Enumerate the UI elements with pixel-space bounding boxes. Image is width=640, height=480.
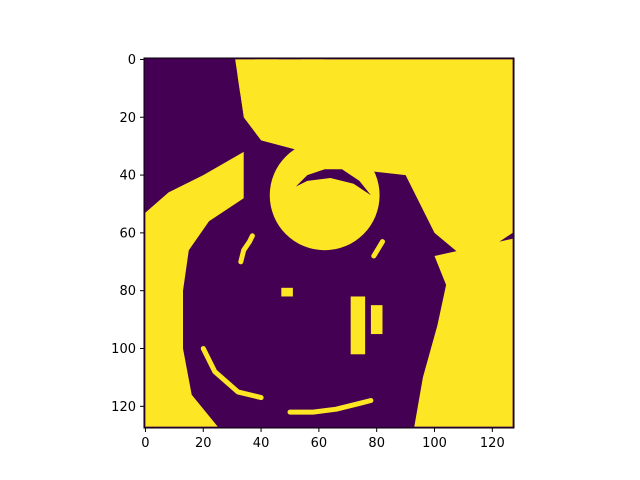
x-tick-label: 20 (195, 436, 212, 451)
heatmap-feature-value-1 (281, 287, 293, 297)
y-tick-label: 80 (119, 284, 136, 299)
heatmap-region-value-1 (414, 238, 513, 427)
heatmap-region-value-1 (235, 59, 513, 262)
heatmap-feature-value-1 (200, 346, 264, 401)
x-tick-label: 60 (311, 436, 328, 451)
y-tick-label: 20 (119, 111, 136, 126)
x-tick-label: 80 (368, 436, 385, 451)
y-tick-label: 100 (111, 342, 136, 357)
x-axis: 0 20 40 60 80 100 120 (141, 428, 505, 451)
heatmap-feature-value-1 (287, 398, 374, 415)
plot-frame (143, 57, 515, 429)
y-tick-label: 0 (128, 53, 136, 68)
heatmap-region-value-1 (255, 59, 325, 106)
heatmap-feature-value-1 (238, 233, 255, 265)
heatmap-region-value-0 (295, 169, 371, 196)
heatmap-feature-value-1 (370, 305, 383, 335)
heatmap-feature-value-1 (350, 296, 366, 355)
x-tick-label: 0 (141, 436, 149, 451)
y-tick-label: 40 (119, 169, 136, 184)
x-tick-label: 40 (253, 436, 270, 451)
y-tick-label: 120 (111, 400, 136, 415)
heatmap-feature-value-1 (154, 279, 160, 291)
x-tick-label: 120 (480, 436, 505, 451)
y-tick-label: 60 (119, 226, 136, 241)
heatmap-region-value-1 (269, 140, 380, 251)
heatmap-region-value-1 (145, 151, 244, 427)
heatmap-feature-value-1 (371, 239, 385, 259)
x-tick-label: 100 (422, 436, 447, 451)
y-axis: 0 20 40 60 80 100 120 (111, 53, 144, 415)
heatmap-image (144, 58, 514, 428)
heatmap-region-value-0 (145, 59, 244, 181)
